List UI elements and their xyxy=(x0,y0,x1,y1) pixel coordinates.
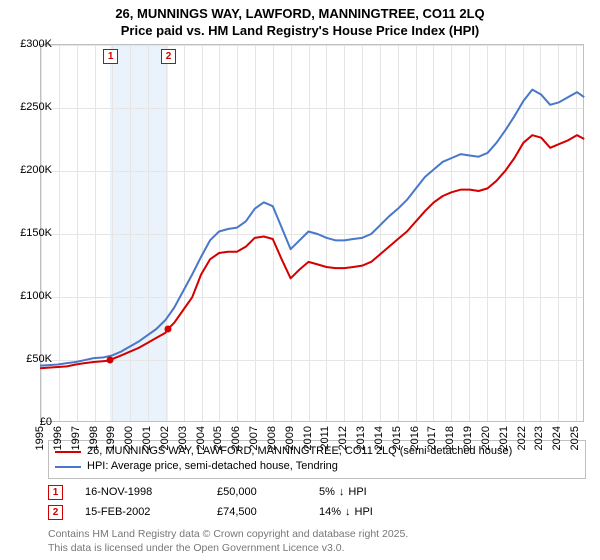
x-axis-label: 2022 xyxy=(516,426,528,450)
transaction-price: £74,500 xyxy=(217,506,297,518)
transaction-row: 1 16-NOV-1998 £50,000 5%↓HPI xyxy=(48,482,459,502)
x-axis-label: 1998 xyxy=(88,426,100,450)
x-axis-label: 2012 xyxy=(337,426,349,450)
x-axis-label: 2020 xyxy=(480,426,492,450)
chart-container: 26, MUNNINGS WAY, LAWFORD, MANNINGTREE, … xyxy=(0,0,600,560)
transaction-date: 15-FEB-2002 xyxy=(85,506,195,518)
transaction-row: 2 15-FEB-2002 £74,500 14%↓HPI xyxy=(48,502,459,522)
transaction-delta: 5%↓HPI xyxy=(319,486,459,498)
x-axis-label: 2014 xyxy=(373,426,385,450)
attribution-line-2: This data is licensed under the Open Gov… xyxy=(48,542,408,556)
x-axis-label: 2003 xyxy=(177,426,189,450)
transaction-price: £50,000 xyxy=(217,486,297,498)
series-svg xyxy=(40,44,586,424)
legend-label: HPI: Average price, semi-detached house,… xyxy=(87,459,338,474)
x-axis-label: 2015 xyxy=(391,426,403,450)
arrow-down-icon: ↓ xyxy=(345,506,351,518)
x-axis-label: 1999 xyxy=(105,426,117,450)
x-axis-label: 2000 xyxy=(123,426,135,450)
x-axis-label: 2008 xyxy=(266,426,278,450)
y-axis-label: £250K xyxy=(6,101,52,113)
transaction-date: 16-NOV-1998 xyxy=(85,486,195,498)
y-axis-label: £200K xyxy=(6,164,52,176)
x-axis-label: 2024 xyxy=(551,426,563,450)
transaction-row-marker: 1 xyxy=(48,485,63,500)
x-axis-label: 2004 xyxy=(195,426,207,450)
legend-item: HPI: Average price, semi-detached house,… xyxy=(55,459,579,474)
x-axis-label: 2011 xyxy=(319,426,331,450)
x-axis-label: 2005 xyxy=(212,426,224,450)
series-line xyxy=(40,135,584,368)
transaction-marker: 2 xyxy=(161,49,176,64)
x-axis-label: 2019 xyxy=(462,426,474,450)
x-axis-label: 2010 xyxy=(302,426,314,450)
legend-swatch xyxy=(55,451,81,453)
attribution: Contains HM Land Registry data © Crown c… xyxy=(48,528,408,555)
x-axis-label: 2023 xyxy=(533,426,545,450)
x-axis-label: 2021 xyxy=(498,426,510,450)
chart-title: 26, MUNNINGS WAY, LAWFORD, MANNINGTREE, … xyxy=(0,0,600,40)
x-axis-label: 2025 xyxy=(569,426,581,450)
y-axis-label: £300K xyxy=(6,38,52,50)
x-axis-label: 2002 xyxy=(159,426,171,450)
transaction-table: 1 16-NOV-1998 £50,000 5%↓HPI 2 15-FEB-2002 £74… xyxy=(48,482,459,522)
x-axis-label: 2007 xyxy=(248,426,260,450)
plot-area: 12 xyxy=(40,44,584,422)
x-axis-label: 1995 xyxy=(34,426,46,450)
x-axis-label: 2001 xyxy=(141,426,153,450)
title-line-1: 26, MUNNINGS WAY, LAWFORD, MANNINGTREE, … xyxy=(0,6,600,23)
y-axis-label: £100K xyxy=(6,290,52,302)
title-line-2: Price paid vs. HM Land Registry's House … xyxy=(0,23,600,40)
arrow-down-icon: ↓ xyxy=(339,486,345,498)
transaction-marker: 1 xyxy=(103,49,118,64)
x-axis-label: 1997 xyxy=(70,426,82,450)
x-axis-label: 1996 xyxy=(52,426,64,450)
x-axis-label: 2006 xyxy=(230,426,242,450)
x-axis-label: 2009 xyxy=(284,426,296,450)
attribution-line-1: Contains HM Land Registry data © Crown c… xyxy=(48,528,408,542)
x-axis-label: 2017 xyxy=(426,426,438,450)
x-axis-label: 2013 xyxy=(355,426,367,450)
legend-swatch xyxy=(55,466,81,468)
transaction-dot xyxy=(164,326,171,333)
transaction-delta: 14%↓HPI xyxy=(319,506,459,518)
x-axis-label: 2018 xyxy=(444,426,456,450)
x-axis-label: 2016 xyxy=(409,426,421,450)
y-axis-label: £150K xyxy=(6,227,52,239)
transaction-dot xyxy=(107,357,114,364)
series-line xyxy=(40,90,584,366)
transaction-row-marker: 2 xyxy=(48,505,63,520)
y-axis-label: £50K xyxy=(6,353,52,365)
